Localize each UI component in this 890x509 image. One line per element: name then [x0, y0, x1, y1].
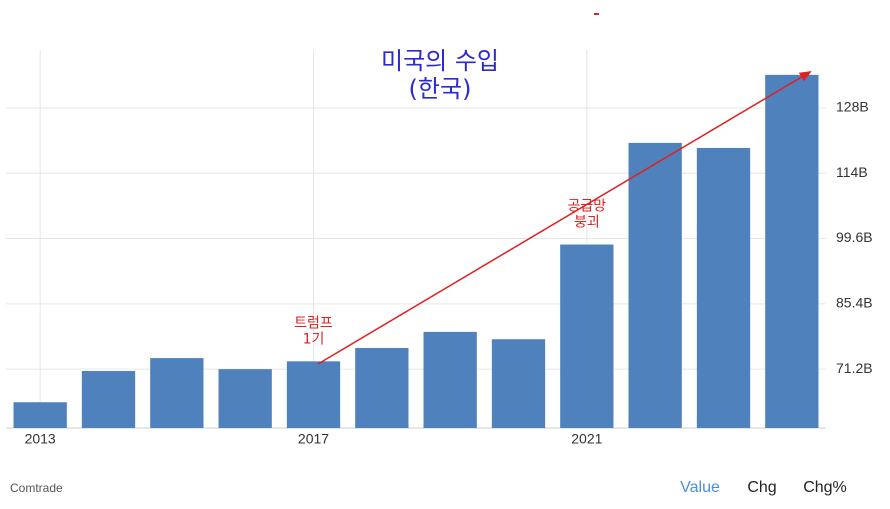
bar: [765, 74, 819, 428]
y-tick-label: 128B: [836, 99, 869, 115]
chart-title: 미국의 수입: [381, 47, 499, 75]
source: Comtrade: [10, 481, 63, 495]
bar: [355, 347, 409, 428]
x-tick-label: 2013: [25, 431, 56, 447]
bar: [150, 358, 204, 428]
bar: [423, 331, 477, 428]
x-tick-label: 2017: [298, 431, 329, 447]
trend-arrow: [317, 70, 812, 365]
y-tick-label: 71.2B: [836, 360, 873, 376]
annotation: 1기: [303, 331, 325, 347]
bar: [286, 361, 341, 428]
annotation: 붕괴: [574, 215, 600, 231]
chart-title: (한국): [409, 75, 472, 103]
bar: [560, 244, 614, 428]
annotation: 트럼프: [294, 315, 333, 331]
y-tick-label: 114B: [836, 164, 868, 180]
bar: [696, 147, 751, 428]
tab[interactable]: Chg: [747, 479, 776, 496]
bar: [628, 142, 682, 429]
red-mark: [594, 13, 599, 15]
y-tick-label: 85.4B: [836, 295, 873, 311]
y-tick-label: 99.6B: [836, 229, 873, 245]
tab[interactable]: Chg%: [803, 479, 847, 496]
annotation: 공급망: [568, 199, 607, 215]
tab[interactable]: Value: [680, 479, 720, 496]
bar: [491, 339, 546, 428]
x-tick-label: 2021: [571, 431, 602, 447]
bar: [13, 402, 67, 428]
bar: [81, 370, 136, 428]
bar: [218, 369, 272, 428]
